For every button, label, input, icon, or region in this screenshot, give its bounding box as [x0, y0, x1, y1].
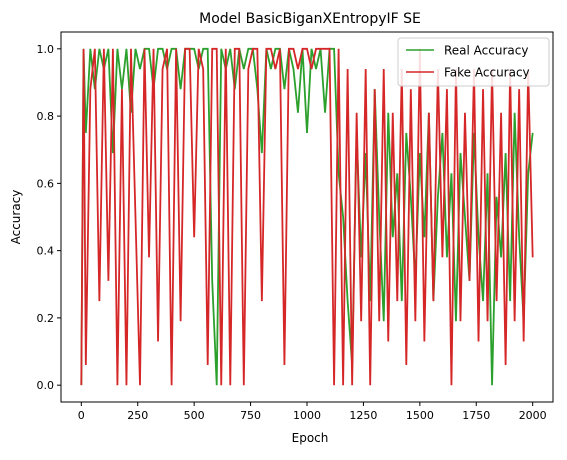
- legend-box: [397, 37, 550, 87]
- x-tick-label: 250: [127, 409, 148, 422]
- y-tick-label: 0.2: [37, 312, 55, 325]
- x-tick-label: 1750: [462, 409, 490, 422]
- legend: Real Accuracy Fake Accuracy: [397, 37, 550, 87]
- series-line-fake-accuracy: [80, 47, 534, 386]
- x-tick-label: 2000: [519, 409, 547, 422]
- chart-title: Model BasicBiganXEntropyIF SE: [199, 11, 421, 27]
- x-axis-label: Epoch: [292, 431, 329, 445]
- y-tick-label: 0.6: [37, 177, 55, 190]
- y-axis-label: Accuracy: [9, 190, 23, 245]
- x-tick-label: 750: [240, 409, 261, 422]
- x-tick-label: 1500: [406, 409, 434, 422]
- ticks-layer: 0 250 500 750 1000 1250 1500 1750 2000 0.0 0.2 0.4 0…: [37, 43, 547, 422]
- x-tick-label: 500: [184, 409, 205, 422]
- x-tick-label: 1250: [349, 409, 377, 422]
- legend-label-real-accuracy: Real Accuracy: [444, 44, 528, 58]
- y-tick-label: 0.8: [37, 110, 55, 123]
- x-tick-label: 0: [78, 409, 85, 422]
- x-tick-label: 1000: [293, 409, 321, 422]
- series-layer: [80, 47, 534, 386]
- legend-label-fake-accuracy: Fake Accuracy: [444, 66, 530, 80]
- y-tick-label: 0.4: [37, 245, 55, 258]
- y-tick-label: 1.0: [37, 43, 55, 56]
- y-tick-label: 0.0: [37, 379, 55, 392]
- plot-frame: [60, 31, 554, 403]
